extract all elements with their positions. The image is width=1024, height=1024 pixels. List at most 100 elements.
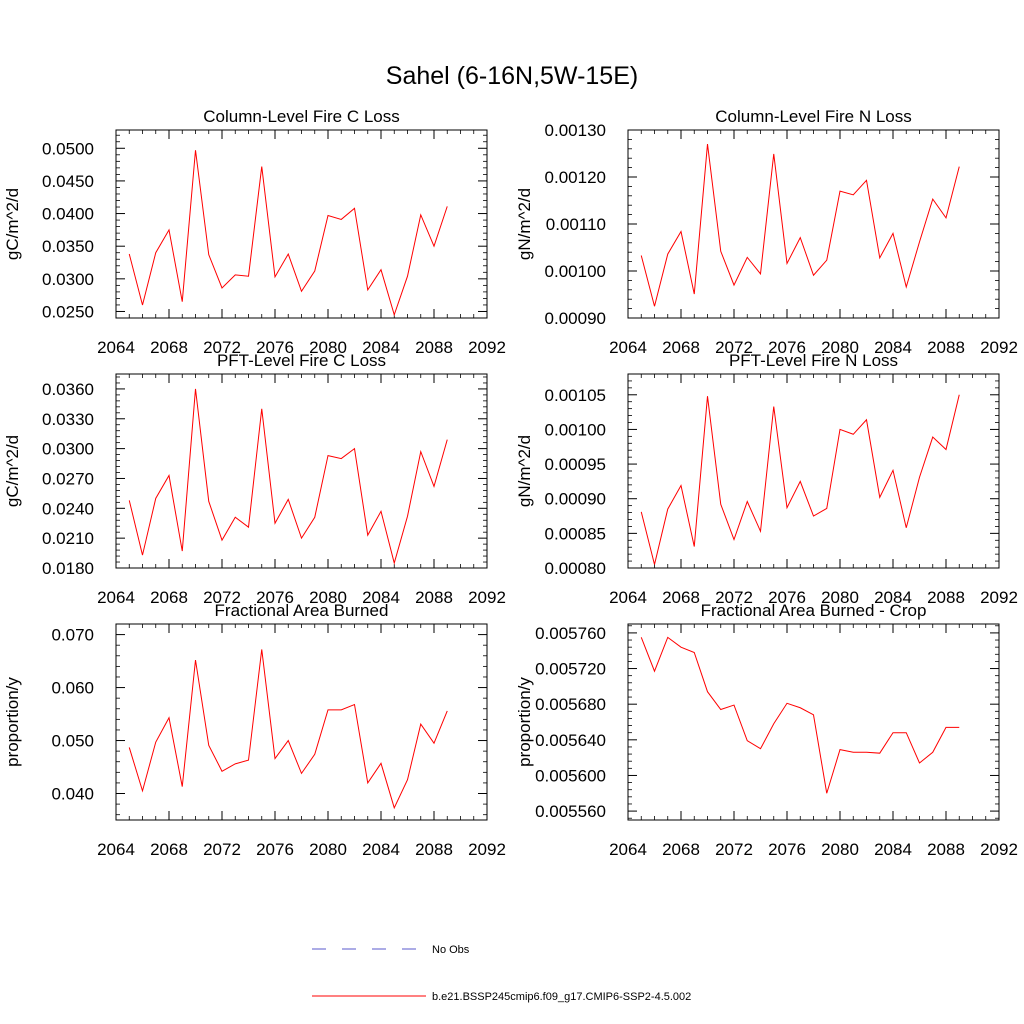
series-line (128, 649, 448, 810)
chart-panel-4: 2064 2068 2072 2076 2080 2084 2088 2092 0.00080 0… (515, 351, 1018, 607)
series-line (640, 144, 960, 307)
x-tick-label: 2076 (768, 588, 806, 607)
y-axis-label: proportion/y (515, 677, 534, 767)
figure-title: Sahel (6-16N,5W-15E) (386, 62, 638, 90)
y-tick-label: 0.00130 (545, 121, 606, 140)
x-tick-label: 2088 (927, 588, 965, 607)
y-tick-label: 0.005600 (535, 766, 606, 785)
x-tick-label: 2084 (874, 588, 912, 607)
y-tick-label: 0.00105 (545, 386, 606, 405)
x-tick-label: 2068 (662, 840, 700, 859)
y-tick-label: 0.00100 (545, 262, 606, 281)
y-tick-label: 0.00110 (546, 215, 606, 234)
y-tick-label: 0.040 (51, 785, 94, 804)
y-tick-label: 0.00095 (545, 455, 606, 474)
y-axis-label: proportion/y (3, 677, 22, 767)
x-tick-label: 2084 (874, 840, 912, 859)
x-tick-label: 2084 (362, 840, 400, 859)
x-tick-label: 2076 (768, 840, 806, 859)
x-tick-label: 2092 (468, 840, 506, 859)
x-tick-label: 2068 (662, 588, 700, 607)
legend: No Obs b.e21.BSSP245cmip6.f09_g17.CMIP6-… (312, 944, 691, 1003)
x-tick-label: 2072 (203, 338, 241, 357)
y-tick-label: 0.00100 (545, 420, 606, 439)
x-tick-label: 2064 (609, 588, 647, 607)
chart-title: Column-Level Fire C Loss (203, 107, 400, 126)
x-tick-label: 2080 (821, 840, 859, 859)
x-tick-label: 2064 (97, 338, 135, 357)
x-tick-label: 2092 (980, 588, 1018, 607)
y-tick-label: 0.0400 (42, 205, 94, 224)
y-tick-label: 0.0300 (42, 270, 94, 289)
plot-frame (627, 373, 1000, 569)
chart-panel-3: 2064 2068 2072 2076 2080 2084 2088 2092 0.0180 0.… (3, 351, 506, 607)
x-tick-label: 2068 (150, 588, 188, 607)
y-tick-label: 0.005720 (535, 660, 606, 679)
y-tick-label: 0.00080 (545, 559, 606, 578)
series-line (640, 636, 960, 794)
x-tick-label: 2072 (203, 840, 241, 859)
x-tick-label: 2092 (468, 338, 506, 357)
x-tick-label: 2080 (309, 588, 347, 607)
x-tick-label: 2088 (415, 338, 453, 357)
y-tick-label: 0.0360 (42, 380, 94, 399)
series-line (128, 150, 448, 317)
y-tick-label: 0.005640 (535, 731, 606, 750)
series-line (128, 388, 448, 565)
y-tick-label: 0.060 (51, 679, 94, 698)
x-tick-label: 2072 (715, 588, 753, 607)
x-tick-label: 2088 (927, 338, 965, 357)
x-tick-label: 2080 (821, 338, 859, 357)
legend-model-label: b.e21.BSSP245cmip6.f09_g17.CMIP6-SSP2-4.… (432, 991, 691, 1003)
x-tick-label: 2092 (980, 338, 1018, 357)
x-tick-label: 2064 (609, 840, 647, 859)
x-tick-label: 2080 (821, 588, 859, 607)
y-tick-label: 0.0350 (42, 237, 94, 256)
chart-panel-2: 2064 2068 2072 2076 2080 2084 2088 2092 0.00090 0… (515, 107, 1018, 357)
x-tick-label: 2084 (362, 588, 400, 607)
y-tick-label: 0.070 (51, 626, 94, 645)
x-tick-label: 2068 (150, 840, 188, 859)
panels: 2064 2068 2072 2076 2080 2084 2088 2092 0.0250 0.… (3, 107, 1018, 859)
chart-panel-6: 2064 2068 2072 2076 2080 2084 2088 2092 0.005560… (515, 601, 1018, 859)
x-tick-label: 2076 (768, 338, 806, 357)
y-tick-label: 0.0180 (42, 559, 94, 578)
y-tick-label: 0.005760 (535, 624, 606, 643)
chart-title: Column-Level Fire N Loss (715, 107, 912, 126)
y-tick-label: 0.00085 (545, 524, 606, 543)
x-tick-label: 2076 (256, 840, 294, 859)
y-tick-label: 0.0330 (42, 410, 94, 429)
x-tick-label: 2080 (309, 840, 347, 859)
x-tick-label: 2092 (980, 840, 1018, 859)
x-tick-label: 2076 (256, 588, 294, 607)
y-tick-label: 0.0270 (42, 469, 94, 488)
chart-title: Fractional Area Burned - Crop (701, 601, 927, 620)
x-tick-label: 2072 (715, 840, 753, 859)
chart-title: Fractional Area Burned (215, 601, 389, 620)
y-tick-label: 0.00090 (545, 490, 606, 509)
x-tick-label: 2068 (150, 338, 188, 357)
y-tick-label: 0.0250 (42, 302, 94, 321)
x-tick-label: 2084 (874, 338, 912, 357)
y-tick-label: 0.005680 (535, 695, 606, 714)
y-tick-label: 0.00090 (545, 309, 606, 328)
x-tick-label: 2088 (415, 840, 453, 859)
y-axis-label: gN/m^2/d (515, 435, 534, 507)
y-tick-label: 0.0240 (42, 499, 94, 518)
chart-title: PFT-Level Fire C Loss (217, 351, 386, 370)
x-tick-label: 2064 (97, 588, 135, 607)
y-tick-label: 0.050 (51, 732, 94, 751)
x-tick-label: 2076 (256, 338, 294, 357)
plot-frame (627, 129, 1000, 319)
y-tick-label: 0.0500 (42, 139, 94, 158)
y-tick-label: 0.0450 (42, 172, 94, 191)
x-tick-label: 2088 (415, 588, 453, 607)
legend-obs-label: No Obs (432, 944, 470, 956)
y-axis-label: gN/m^2/d (515, 188, 534, 260)
x-tick-label: 2088 (927, 840, 965, 859)
x-tick-label: 2068 (662, 338, 700, 357)
x-tick-label: 2064 (609, 338, 647, 357)
y-tick-label: 0.005560 (535, 802, 606, 821)
plot-frame (115, 623, 488, 821)
